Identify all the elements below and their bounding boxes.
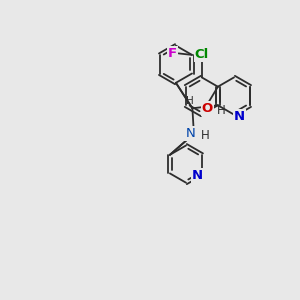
Text: N: N: [234, 110, 245, 123]
Text: N: N: [192, 169, 203, 182]
Text: H: H: [201, 129, 210, 142]
Text: Cl: Cl: [195, 48, 209, 61]
Text: H: H: [185, 96, 193, 106]
Text: H: H: [217, 103, 225, 117]
Text: O: O: [202, 102, 213, 115]
Text: F: F: [168, 47, 177, 60]
Text: N: N: [185, 127, 195, 140]
